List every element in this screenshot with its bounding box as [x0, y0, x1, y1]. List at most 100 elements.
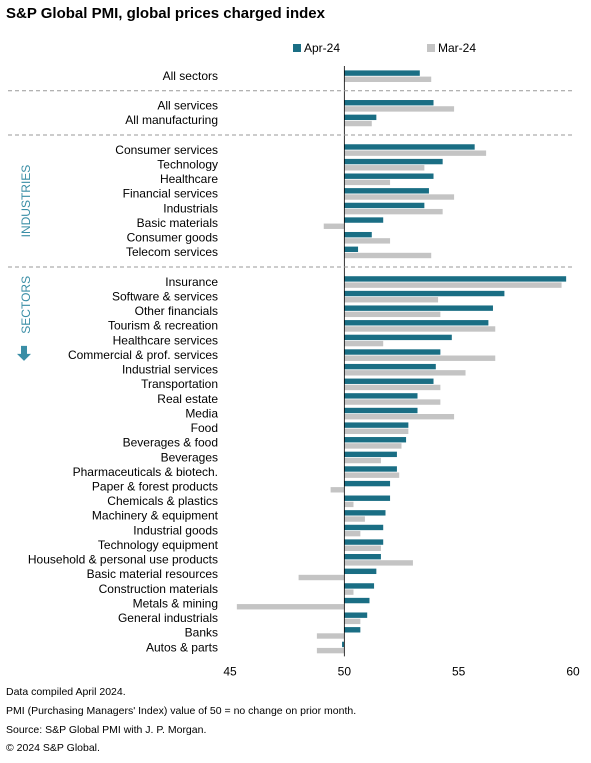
category-label-healthcare-services: Healthcare services	[113, 333, 218, 347]
legend-label-apr-24: Apr-24	[304, 41, 340, 55]
bar-mar-24-healthcare-services	[344, 340, 384, 347]
bar-apr-24-industrials	[344, 202, 425, 209]
category-label-pharmaceuticals-and-biotech: Pharmaceuticals & biotech.	[73, 465, 218, 479]
footer-copyright: © 2024 S&P Global.	[6, 742, 100, 754]
bar-mar-24-all-services	[344, 106, 455, 112]
category-label-industrial-services: Industrial services	[122, 363, 218, 377]
bar-mar-24-technology	[344, 165, 425, 171]
category-label-financial-services: Financial services	[123, 187, 218, 201]
category-label-chemicals-and-plastics: Chemicals & plastics	[107, 494, 218, 508]
bar-apr-24-chemicals-and-plastics	[344, 495, 391, 501]
bar-mar-24-basic-material-resources	[298, 574, 345, 581]
category-label-media: Media	[185, 406, 218, 420]
bar-mar-24-software-and-services	[344, 297, 439, 303]
category-label-banks: Banks	[185, 626, 218, 640]
chart-title: S&P Global PMI, global prices charged in…	[6, 5, 325, 22]
category-label-food: Food	[191, 421, 218, 435]
category-label-general-industrials: General industrials	[118, 611, 218, 625]
category-label-basic-materials: Basic materials	[137, 216, 218, 230]
bar-mar-24-industrials	[344, 208, 443, 215]
bar-apr-24-beverages-and-food	[344, 437, 407, 443]
bar-apr-24-construction-materials	[344, 583, 375, 589]
bar-apr-24-basic-material-resources	[344, 568, 377, 575]
bar-mar-24-industrial-services	[344, 370, 466, 376]
bar-apr-24-food	[344, 422, 409, 428]
bar-apr-24-pharmaceuticals-and-biotech	[344, 466, 397, 472]
x-tick-label-50: 50	[338, 664, 352, 678]
x-tick-label-45: 45	[223, 664, 237, 678]
bar-apr-24-autos-and-parts	[342, 641, 345, 648]
bar-apr-24-real-estate	[344, 393, 418, 399]
footer-pmi-note: PMI (Purchasing Managers' Index) value o…	[6, 705, 357, 717]
category-label-all-manufacturing: All manufacturing	[125, 113, 218, 127]
bar-apr-24-consumer-services	[344, 144, 475, 150]
footer-compiled-note: Data compiled April 2024.	[6, 686, 126, 698]
bar-apr-24-technology	[344, 158, 443, 165]
x-tick-label-60: 60	[566, 664, 580, 678]
category-label-construction-materials: Construction materials	[99, 582, 218, 596]
bar-mar-24-pharmaceuticals-and-biotech	[344, 472, 400, 478]
bar-mar-24-technology-equipment	[344, 545, 381, 551]
category-label-consumer-services: Consumer services	[115, 143, 218, 157]
bar-mar-24-media	[344, 414, 455, 420]
legend-swatch-mar-24	[427, 44, 435, 52]
bar-mar-24-all-manufacturing	[344, 120, 372, 127]
bar-mar-24-chemicals-and-plastics	[344, 501, 354, 508]
bar-apr-24-tourism-and-recreation	[344, 320, 489, 326]
category-label-technology-equipment: Technology equipment	[98, 538, 219, 552]
footer-source: Source: S&P Global PMI with J. P. Morgan…	[6, 724, 207, 736]
arrow-down-icon	[17, 345, 31, 361]
category-label-paper-and-forest-products: Paper & forest products	[92, 480, 218, 494]
bar-apr-24-paper-and-forest-products	[344, 480, 391, 487]
category-label-machinery-and-equipment: Machinery & equipment	[92, 509, 219, 523]
bar-apr-24-consumer-goods	[344, 231, 372, 238]
bar-apr-24-healthcare	[344, 173, 434, 179]
bar-apr-24-household-and-personal-use-products	[344, 554, 381, 560]
bar-apr-24-industrial-goods	[344, 524, 384, 531]
bar-mar-24-commercial-and-prof-services	[344, 355, 496, 361]
bar-apr-24-financial-services	[344, 188, 429, 194]
bar-apr-24-commercial-and-prof-services	[344, 349, 441, 355]
bar-apr-24-metals-and-mining	[344, 597, 370, 604]
category-label-insurance: Insurance	[165, 275, 218, 289]
category-label-other-financials: Other financials	[135, 304, 218, 318]
bar-apr-24-industrial-services	[344, 363, 436, 370]
bar-mar-24-telecom-services	[344, 252, 432, 259]
category-label-technology: Technology	[157, 157, 218, 171]
bar-mar-24-healthcare	[344, 179, 391, 186]
category-label-real-estate: Real estate	[157, 392, 218, 406]
bar-apr-24-media	[344, 407, 418, 414]
bar-mar-24-financial-services	[344, 194, 455, 200]
legend-swatch-apr-24	[293, 44, 301, 52]
bar-apr-24-insurance	[344, 276, 567, 282]
bar-apr-24-all-manufacturing	[344, 114, 377, 121]
bar-apr-24-machinery-and-equipment	[344, 510, 386, 516]
bar-mar-24-general-industrials	[344, 618, 361, 625]
bar-mar-24-real-estate	[344, 399, 441, 405]
bar-mar-24-autos-and-parts	[316, 647, 345, 654]
bar-apr-24-healthcare-services	[344, 334, 452, 341]
category-label-tourism-and-recreation: Tourism & recreation	[108, 319, 218, 333]
category-label-basic-material-resources: Basic material resources	[87, 567, 218, 581]
category-label-all-sectors: All sectors	[163, 69, 218, 83]
legend-label-mar-24: Mar-24	[438, 41, 476, 55]
category-label-software-and-services: Software & services	[112, 289, 218, 303]
bar-mar-24-beverages-and-food	[344, 443, 402, 449]
bar-mar-24-consumer-goods	[344, 238, 391, 244]
category-label-transportation: Transportation	[141, 377, 218, 391]
category-label-commercial-and-prof-services: Commercial & prof. services	[68, 348, 218, 362]
bar-mar-24-other-financials	[344, 311, 441, 318]
bar-apr-24-software-and-services	[344, 290, 505, 297]
bar-mar-24-beverages	[344, 457, 381, 464]
bar-mar-24-industrial-goods	[344, 530, 361, 537]
side-label-industries: INDUSTRIES	[19, 165, 33, 238]
bar-mar-24-insurance	[344, 282, 562, 288]
bar-mar-24-banks	[316, 633, 345, 639]
bar-mar-24-tourism-and-recreation	[344, 326, 496, 332]
category-label-household-and-personal-use-products: Household & personal use products	[28, 553, 218, 567]
bar-apr-24-general-industrials	[344, 612, 368, 618]
category-label-metals-and-mining: Metals & mining	[133, 596, 218, 610]
bar-mar-24-machinery-and-equipment	[344, 516, 365, 522]
bar-mar-24-household-and-personal-use-products	[344, 560, 413, 566]
